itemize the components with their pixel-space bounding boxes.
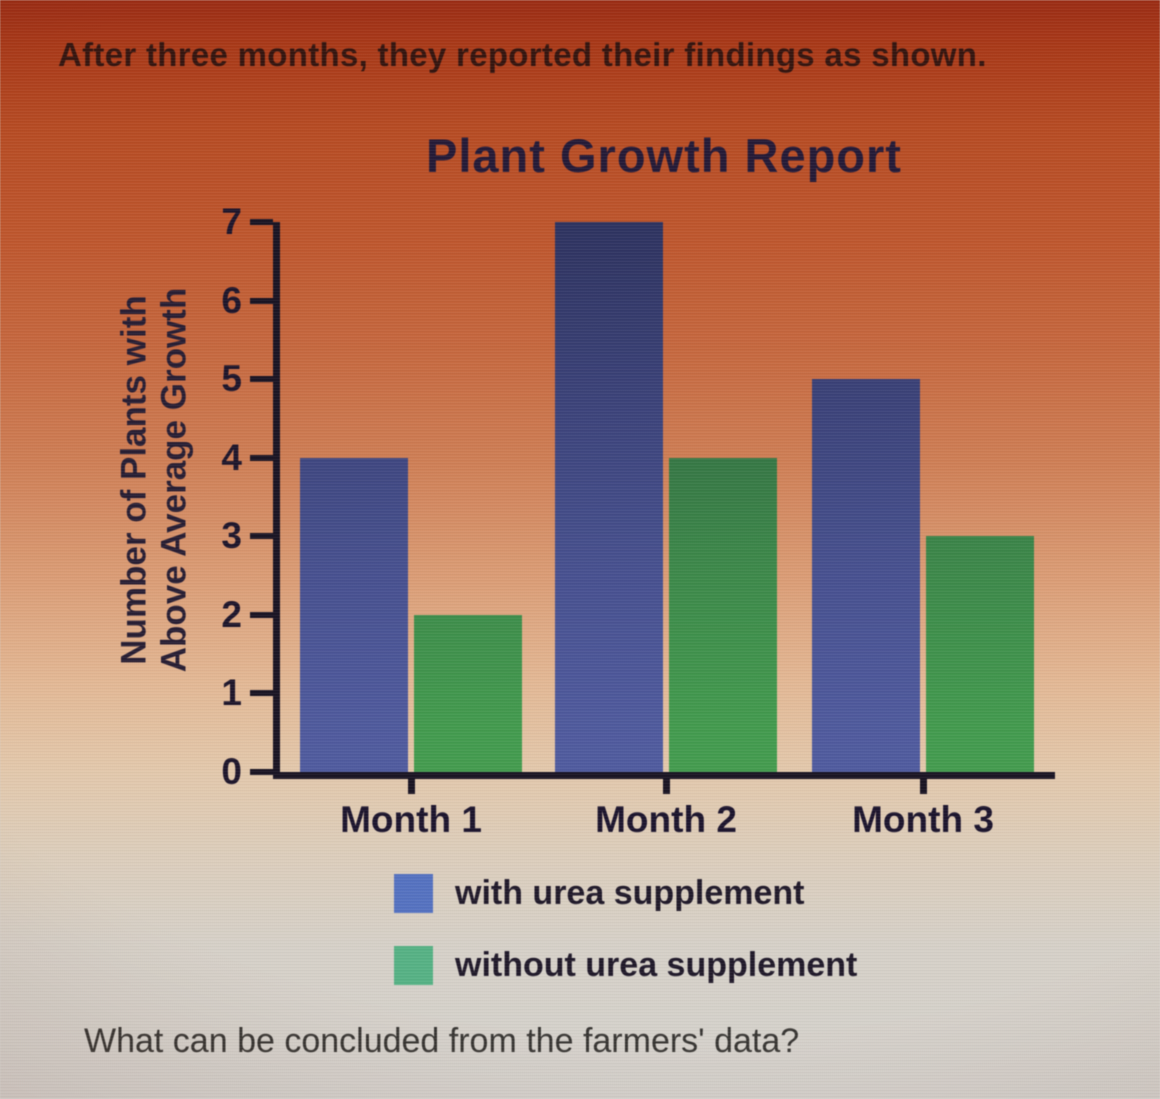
y-tick-label: 2 [221, 593, 242, 635]
x-tick-label: Month 1 [340, 799, 482, 840]
y-tick-mark [250, 219, 273, 225]
legend-swatch-with-urea-supplement [394, 874, 433, 913]
bar-with-urea-supplement-month-2 [555, 222, 663, 772]
y-tick-mark [250, 376, 273, 383]
y-tick-label: 4 [221, 436, 242, 478]
y-tick-label: 5 [221, 358, 242, 400]
legend-label: with urea supplement [455, 874, 805, 912]
bar-without-urea-supplement-month-1 [414, 614, 522, 773]
x-tick-mark [919, 779, 927, 794]
x-tick-label: Month 3 [852, 799, 994, 840]
plot-area: 0 1 2 3 4 5 6 7 Month 1 Month 2 Month 3 [221, 202, 1055, 840]
x-tick-mark [407, 779, 415, 794]
y-tick-label: 1 [221, 672, 242, 714]
legend-item: with urea supplement [394, 874, 857, 913]
y-tick-label: 7 [221, 201, 242, 242]
bar-without-urea-supplement-month-2 [669, 457, 777, 773]
y-axis-label-line1: Number of Plants with [114, 295, 154, 665]
y-tick-mark [250, 690, 273, 697]
intro-text: After three months, they reported their … [58, 36, 987, 73]
y-tick-mark [250, 454, 273, 461]
y-tick-mark [250, 297, 273, 304]
chart-title: Plant Growth Report [426, 129, 902, 182]
y-tick-label: 3 [221, 515, 242, 557]
y-tick-mark [250, 533, 273, 540]
y-tick-label: 0 [221, 751, 242, 792]
y-tick-mark [250, 611, 273, 618]
x-tick-mark [662, 779, 670, 794]
legend-item: without urea supplement [394, 946, 857, 985]
legend: with urea supplement without urea supplem… [394, 874, 857, 985]
bar-with-urea-supplement-month-1 [300, 457, 408, 773]
bar-without-urea-supplement-month-3 [926, 536, 1034, 772]
y-tick-label: 6 [221, 279, 242, 321]
x-tick-label: Month 2 [595, 799, 737, 840]
bar-with-urea-supplement-month-3 [812, 379, 920, 772]
question-text: What can be concluded from the farmers' … [84, 1022, 800, 1060]
legend-swatch-without-urea-supplement [394, 946, 433, 985]
legend-label: without urea supplement [455, 946, 858, 984]
y-tick-mark [250, 769, 273, 775]
